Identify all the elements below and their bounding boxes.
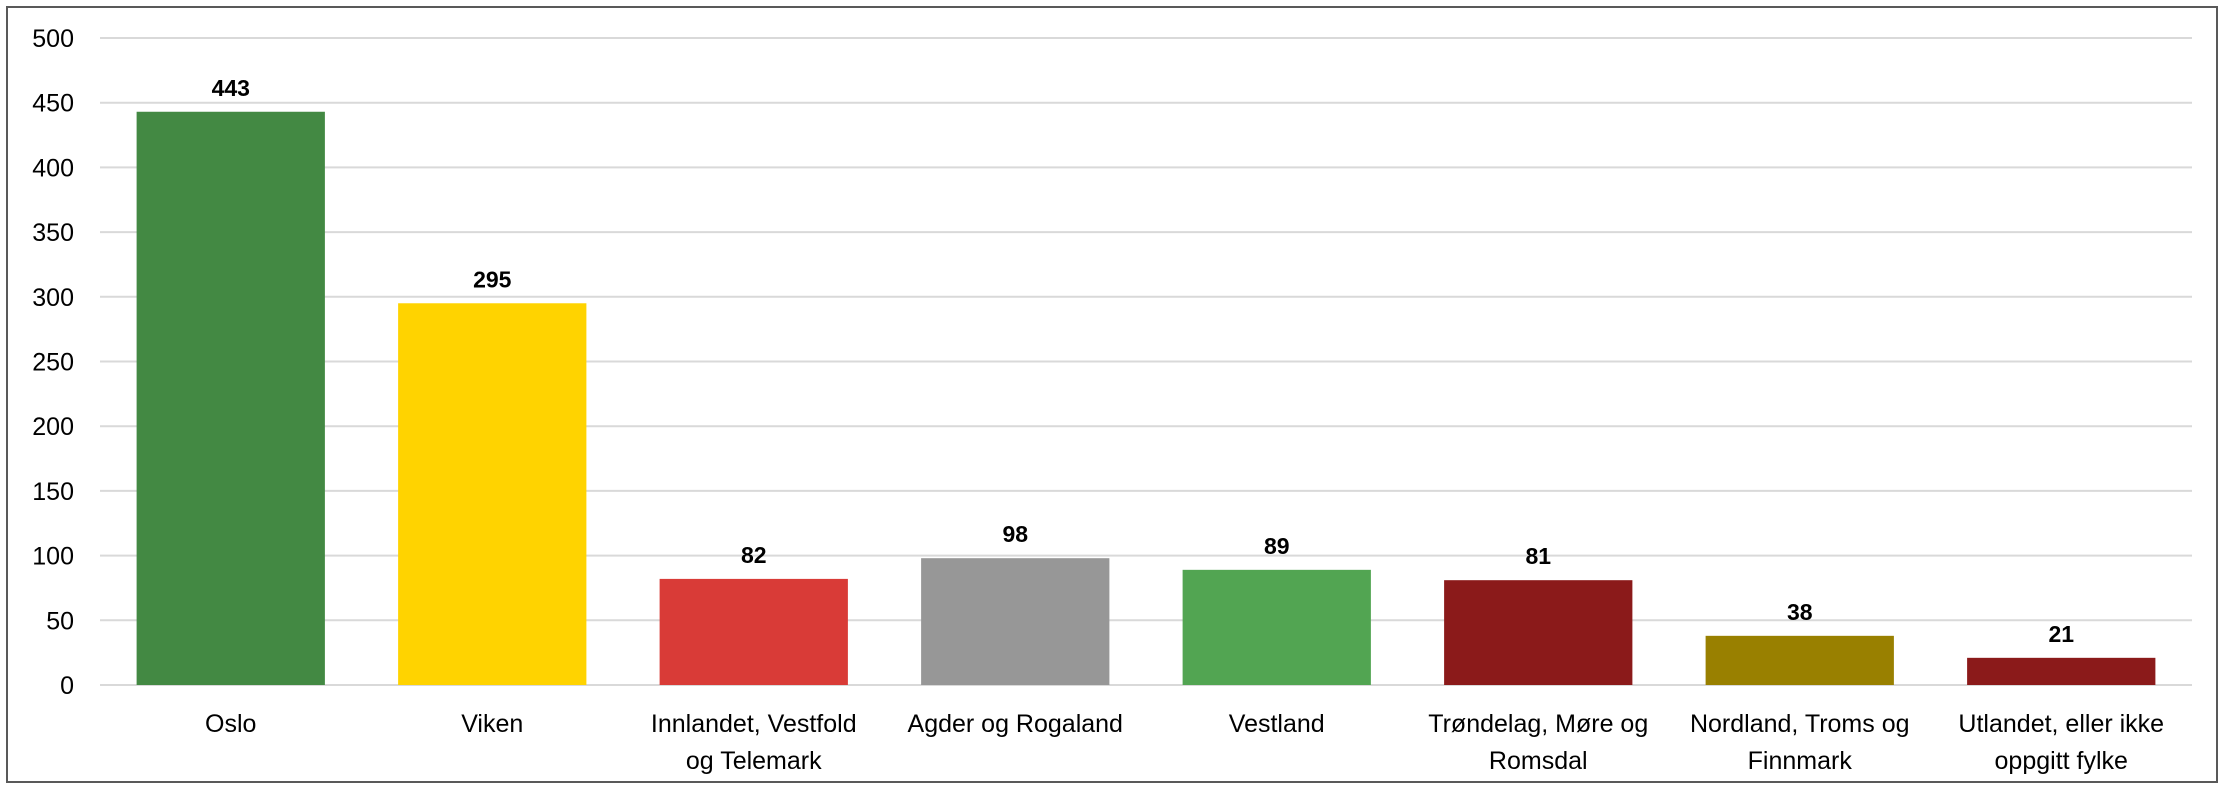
y-tick-label: 0 — [60, 672, 74, 700]
bar — [398, 303, 587, 685]
data-label: 89 — [1264, 533, 1290, 559]
data-label: 81 — [1525, 543, 1551, 569]
bar — [659, 578, 848, 685]
bar — [921, 558, 1110, 685]
data-label: 82 — [741, 542, 767, 568]
y-tick-label: 200 — [32, 413, 74, 441]
y-tick-label: 50 — [46, 607, 74, 635]
y-axis-ticks: 0 50 100 150 200 250 300 350 400 450 500 — [32, 25, 74, 700]
y-tick-label: 450 — [32, 90, 74, 118]
category-label: Viken — [461, 710, 523, 738]
bar — [1444, 580, 1633, 685]
y-tick-label: 400 — [32, 154, 74, 182]
data-labels: 443 295 82 98 89 81 38 21 — [212, 75, 2075, 647]
bars — [136, 111, 2156, 686]
bar — [1182, 569, 1371, 685]
data-label: 295 — [473, 266, 512, 292]
category-label: Innlandet, Vestfold og Telemark — [651, 710, 857, 775]
data-label: 21 — [2048, 621, 2074, 647]
data-label: 443 — [212, 75, 250, 101]
bar — [136, 111, 325, 686]
y-tick-label: 250 — [32, 349, 74, 377]
y-tick-label: 500 — [32, 25, 74, 53]
y-tick-label: 100 — [32, 543, 74, 571]
bar — [1705, 635, 1894, 685]
category-label: Oslo — [205, 710, 256, 738]
category-label: Trøndelag, Møre og Romsdal — [1428, 710, 1648, 775]
category-label: Utlandet, eller ikke oppgitt fylke — [1958, 710, 2164, 775]
data-label: 38 — [1787, 599, 1813, 625]
category-label: Nordland, Troms og Finnmark — [1690, 710, 1910, 775]
category-labels: Oslo Viken Innlandet, Vestfold og Telemark A… — [205, 710, 2164, 775]
category-label: Vestland — [1229, 710, 1325, 738]
y-tick-label: 300 — [32, 284, 74, 312]
bar — [1967, 657, 2156, 685]
data-label: 98 — [1002, 521, 1028, 547]
y-tick-label: 150 — [32, 478, 74, 506]
category-label: Agder og Rogaland — [908, 710, 1123, 738]
y-tick-label: 350 — [32, 219, 74, 247]
